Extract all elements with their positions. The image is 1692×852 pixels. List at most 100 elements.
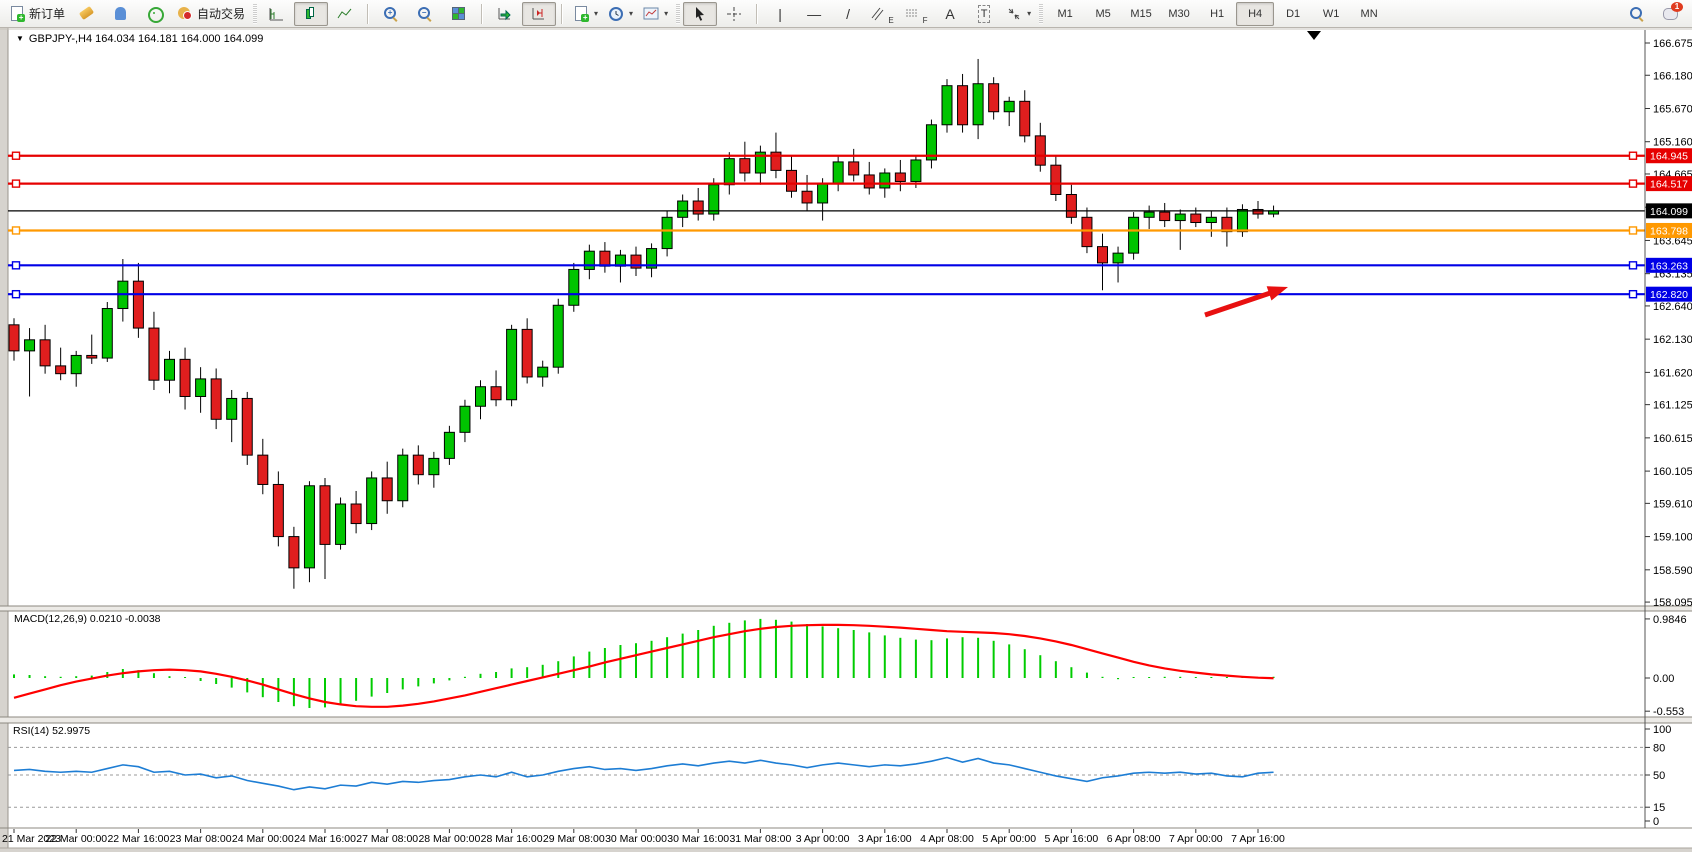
timeframe-w1-button[interactable]: W1 [1322, 7, 1340, 20]
fibonacci-icon [905, 6, 921, 22]
arrow-annotation[interactable] [1204, 288, 1279, 318]
chart-title[interactable]: GBPJPY-,H4 164.034 164.181 164.000 164.0… [16, 33, 263, 45]
bar-chart-button[interactable] [260, 2, 294, 26]
time-tick-label: 28 Mar 16:00 [481, 833, 543, 845]
timeframe-m5-button[interactable]: M5 [1095, 7, 1111, 20]
time-tick-label: 30 Mar 16:00 [667, 833, 729, 845]
candle-bearish [39, 339, 51, 367]
auto-scroll-icon [497, 6, 513, 22]
line-drag-handle[interactable] [1628, 179, 1638, 188]
price-tick-label: 165.670 [1653, 103, 1692, 115]
fibo-suffix: F [922, 15, 928, 25]
macd-axis-label: -0.553 [1653, 706, 1684, 718]
channel-tool-button[interactable]: E [865, 2, 899, 26]
candle-bearish [863, 174, 875, 189]
line-chart-button[interactable] [328, 2, 362, 26]
line-drag-handle[interactable] [11, 261, 21, 270]
macd-axis-label: 0.9846 [1653, 614, 1687, 626]
macd-label: MACD(12,26,9) 0.0210 -0.0038 [14, 613, 161, 625]
candlestick-chart-button[interactable] [294, 1, 329, 26]
signals-button[interactable] [138, 2, 172, 26]
styler-button[interactable] [70, 2, 104, 26]
toolbar-separator [367, 3, 370, 24]
line-drag-handle[interactable] [11, 179, 21, 188]
timeframe-h4-button[interactable]: H4 [1236, 1, 1275, 26]
rsi-axis-label: 50 [1653, 770, 1665, 782]
price-tick-label: 160.105 [1653, 466, 1692, 478]
tile-windows-button[interactable] [442, 2, 476, 26]
fibonacci-tool-button[interactable]: F [899, 2, 933, 26]
periods-button[interactable]: ▾ [603, 2, 638, 26]
text-tool-icon: A [945, 5, 955, 22]
price-tick-label: 161.620 [1653, 367, 1692, 379]
price-level-badge-label: 163.263 [1650, 260, 1688, 272]
add-indicator-button[interactable]: + ▾ [568, 2, 603, 26]
candle-bearish [288, 536, 300, 569]
timeframe-m1-button[interactable]: M1 [1057, 7, 1073, 20]
candle-bullish [303, 485, 315, 569]
timeframe-m15-button[interactable]: M15 [1130, 7, 1152, 20]
hline-tool-button[interactable]: — [797, 2, 831, 26]
panel-splitter[interactable] [0, 717, 1692, 723]
candle-bearish [55, 365, 67, 375]
chart-shift-marker[interactable] [1307, 31, 1321, 40]
templates-button[interactable]: ▾ [638, 2, 673, 26]
timeframe-mn-button[interactable]: MN [1360, 7, 1378, 20]
vline-tool-button[interactable]: | [763, 2, 797, 26]
autotrade-button[interactable]: 自动交易 [172, 2, 250, 26]
candle-bullish [972, 83, 984, 126]
candle-bullish [24, 339, 36, 352]
arrow-annotation-head[interactable] [1266, 286, 1288, 301]
zoom-out-button[interactable]: − [408, 2, 442, 26]
candlestick-series [8, 58, 1280, 589]
timeframe-m30-button[interactable]: M30 [1168, 7, 1190, 20]
trendline-tool-button[interactable]: / [831, 2, 865, 26]
time-tick-label: 7 Apr 00:00 [1169, 833, 1223, 845]
price-tick-label: 160.615 [1653, 433, 1692, 445]
toolbar-grip [676, 3, 681, 24]
candle-bullish [646, 248, 658, 269]
line-drag-handle[interactable] [11, 151, 21, 160]
clock-icon [608, 6, 624, 22]
timeframe-d1-button[interactable]: D1 [1286, 7, 1301, 20]
line-drag-handle[interactable] [1628, 151, 1638, 160]
cursor-tool-button[interactable] [683, 1, 718, 26]
chart-shift-button[interactable] [522, 1, 557, 26]
line-drag-handle[interactable] [1628, 226, 1638, 235]
candle-bullish [1003, 100, 1015, 113]
candle-bullish [428, 457, 440, 476]
candle-bearish [1159, 211, 1171, 222]
candle-bearish [1065, 193, 1077, 218]
new-order-button[interactable]: + 新订单 [4, 2, 70, 26]
candlestick-chart-icon [303, 6, 319, 22]
time-tick-label: 5 Apr 16:00 [1045, 833, 1099, 845]
panel-splitter[interactable] [0, 606, 1692, 611]
line-drag-handle[interactable] [11, 226, 21, 235]
time-tick-label: 23 Mar 08:00 [170, 833, 232, 845]
crayon-icon [78, 5, 95, 22]
candle-bullish [335, 503, 347, 545]
crosshair-tool-button[interactable] [717, 2, 751, 26]
line-drag-handle[interactable] [1628, 289, 1638, 299]
market-watch-button[interactable] [104, 2, 138, 26]
auto-scroll-button[interactable] [488, 2, 522, 26]
zoom-in-button[interactable]: + [374, 2, 408, 26]
template-icon [643, 6, 659, 22]
arrows-tool-button[interactable]: ▾ [1001, 2, 1036, 26]
price-level-badge-label: 164.517 [1650, 179, 1688, 191]
candle-bullish [397, 454, 409, 502]
timeframe-h1-button[interactable]: H1 [1210, 7, 1225, 20]
price-tick-label: 162.640 [1653, 301, 1692, 313]
search-button[interactable] [1620, 2, 1654, 26]
candle-bearish [848, 161, 860, 176]
notifications-button[interactable]: 1 [1654, 1, 1688, 26]
time-tick-label: 27 Mar 08:00 [356, 833, 418, 845]
label-tool-button[interactable]: T [967, 2, 1001, 26]
candle-bearish [957, 85, 969, 126]
line-drag-handle[interactable] [11, 289, 21, 299]
text-tool-button[interactable]: A [933, 2, 967, 26]
candle-bullish [459, 405, 471, 433]
line-drag-handle[interactable] [1628, 261, 1638, 270]
candle-bullish [754, 151, 766, 174]
